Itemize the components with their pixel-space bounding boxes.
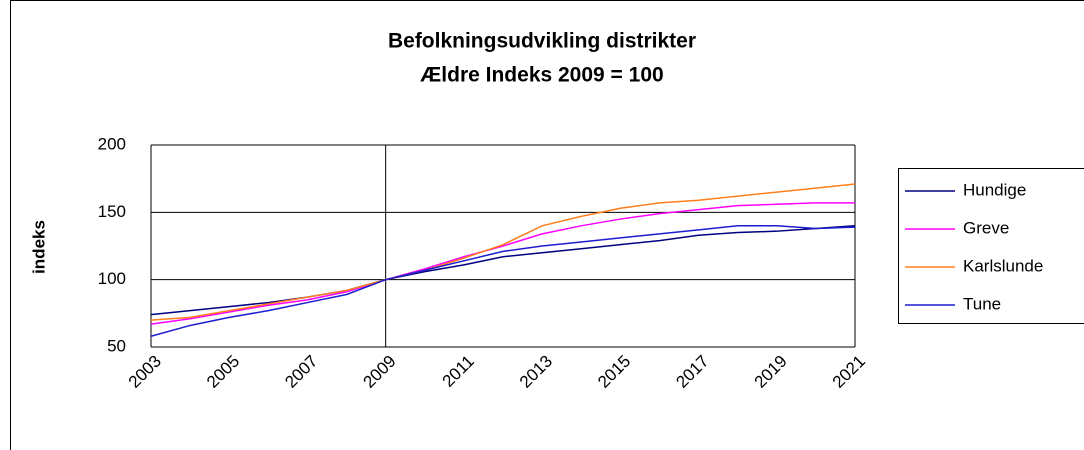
y-axis-label: indeks xyxy=(29,220,48,274)
y-tick-label: 100 xyxy=(98,269,126,288)
series-line xyxy=(150,225,856,337)
chart-title: Befolkningsudvikling distrikter xyxy=(388,30,696,53)
series-line xyxy=(150,183,856,321)
series-line xyxy=(150,202,855,325)
y-tick-label: 200 xyxy=(98,134,126,153)
chart-subtitle: Ældre Indeks 2009 = 100 xyxy=(420,64,663,87)
legend-label: Karlslunde xyxy=(963,256,1043,275)
legend-box xyxy=(898,168,1084,324)
y-tick-label: 150 xyxy=(98,202,126,221)
series-line xyxy=(150,225,856,316)
legend-label: Hundige xyxy=(963,180,1026,199)
y-tick-label: 50 xyxy=(107,336,126,355)
legend-label: Greve xyxy=(963,218,1009,237)
legend-label: Tune xyxy=(963,294,1001,313)
